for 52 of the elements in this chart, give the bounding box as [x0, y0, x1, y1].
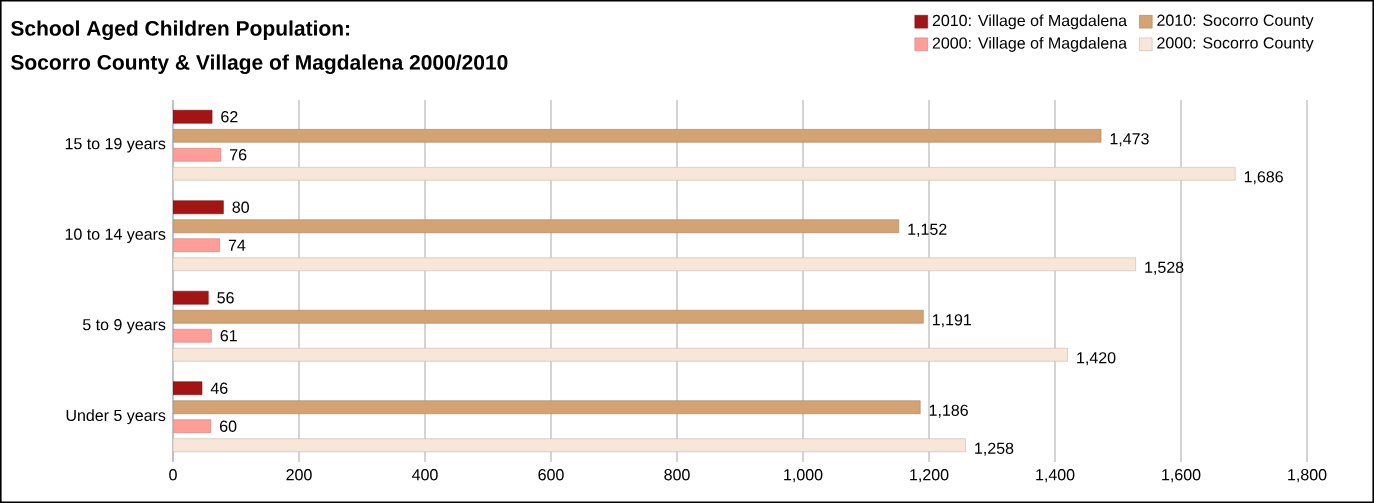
bar: [173, 328, 212, 343]
data-label: 1,686: [1244, 171, 1283, 185]
bar: [173, 309, 924, 324]
x-tick-label: 1,400: [1036, 469, 1075, 483]
data-label: 60: [220, 420, 237, 432]
bar: [173, 109, 213, 124]
data-label: 1,191: [932, 314, 971, 328]
x-tick-label: 1,800: [1288, 469, 1327, 483]
bar: [173, 381, 203, 396]
bar: [173, 257, 1136, 272]
bar: [173, 419, 212, 434]
bar: [173, 200, 224, 215]
legend-label: 2010: Socorro County: [1157, 14, 1314, 30]
data-label: 1,528: [1145, 261, 1184, 275]
bar: [173, 166, 1236, 181]
data-label: 1,258: [975, 442, 1014, 456]
data-label: 1,420: [1077, 352, 1116, 366]
bar: [173, 147, 222, 162]
x-tick-label: 200: [286, 469, 312, 481]
bar: [173, 290, 209, 305]
bar: [173, 347, 1068, 362]
y-tick-label: 15 to 19 years: [65, 138, 166, 153]
x-tick-label: 800: [664, 469, 690, 481]
x-tick-label: 600: [538, 469, 564, 481]
x-tick-label: 1,200: [910, 469, 949, 483]
bar: [173, 238, 220, 253]
y-tick-label: Under 5 years: [66, 409, 166, 425]
data-label: 46: [210, 382, 228, 394]
data-label: 61: [220, 330, 237, 342]
x-tick-label: 1,600: [1162, 469, 1201, 483]
bar: [173, 438, 966, 453]
y-tick-label: 10 to 14 years: [65, 228, 166, 243]
bar: [173, 400, 921, 415]
bar: [173, 219, 900, 234]
x-tick-label: 400: [412, 469, 438, 481]
y-tick-label: 5 to 9 years: [82, 319, 166, 334]
x-tick-label: 1,000: [784, 469, 823, 483]
x-tick-label: 0: [169, 469, 177, 481]
data-label: 62: [221, 111, 238, 123]
data-label: 74: [228, 239, 246, 251]
data-label: 1,152: [908, 223, 947, 237]
bar: [173, 128, 1102, 143]
data-label: 1,186: [929, 404, 968, 418]
data-label: 56: [217, 292, 234, 304]
data-label: 1,473: [1110, 133, 1149, 147]
chart-title: School Aged Children Population:: [11, 20, 350, 41]
chart-subtitle: Socorro County & Village of Magdalena 2000/2010: [11, 54, 508, 75]
legend-label: 2000: Village of Magdalena: [932, 36, 1128, 52]
data-label: 80: [232, 201, 249, 213]
data-label: 76: [230, 149, 247, 161]
legend-label: 2010: Village of Magdalena: [932, 14, 1128, 30]
legend-label: 2000: Socorro County: [1157, 37, 1314, 52]
